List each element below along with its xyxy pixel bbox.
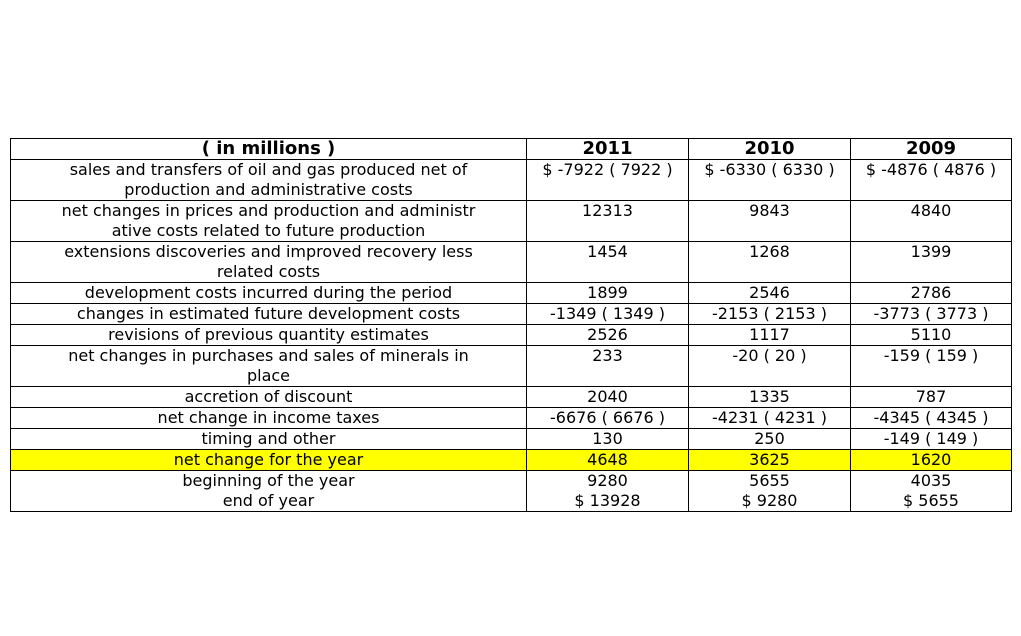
table-row: development costs incurred during the pe… xyxy=(10,282,1012,304)
cell-2011: 2526 xyxy=(526,324,689,346)
table-row: net changes in purchases and sales of mi… xyxy=(10,345,1012,387)
header-row: ( in millions ) 2011 2010 2009 xyxy=(10,138,1012,160)
table-row: extensions discoveries and improved reco… xyxy=(10,241,1012,283)
cell-2009: -159 ( 159 ) xyxy=(850,345,1012,387)
table-row: net changes in prices and production and… xyxy=(10,200,1012,242)
cell-2009: 1399 xyxy=(850,241,1012,283)
cell-2011: -1349 ( 1349 ) xyxy=(526,303,689,325)
cell-2010: 9843 xyxy=(688,200,851,242)
cell-2009: 5110 xyxy=(850,324,1012,346)
cell-2009: -3773 ( 3773 ) xyxy=(850,303,1012,325)
table-row: net change in income taxes -6676 ( 6676 … xyxy=(10,407,1012,429)
cell-2011: 233 xyxy=(526,345,689,387)
cell-2010: 5655 $ 9280 xyxy=(688,470,851,512)
row-label: net changes in purchases and sales of mi… xyxy=(10,345,527,387)
cell-2009: 4035 $ 5655 xyxy=(850,470,1012,512)
cell-2009: 1620 xyxy=(850,449,1012,471)
cell-2010: 1117 xyxy=(688,324,851,346)
cell-2011: 130 xyxy=(526,428,689,450)
table-row: accretion of discount 2040 1335 787 xyxy=(10,386,1012,408)
table-row: timing and other 130 250 -149 ( 149 ) xyxy=(10,428,1012,450)
row-label: beginning of the year end of year xyxy=(10,470,527,512)
row-label: revisions of previous quantity estimates xyxy=(10,324,527,346)
row-label: net change in income taxes xyxy=(10,407,527,429)
table-row: beginning of the year end of year 9280 $… xyxy=(10,470,1012,512)
cell-2010: $ -6330 ( 6330 ) xyxy=(688,159,851,201)
cell-2009: 2786 xyxy=(850,282,1012,304)
table-row: changes in estimated future development … xyxy=(10,303,1012,325)
cell-2011: 1899 xyxy=(526,282,689,304)
cell-2011: -6676 ( 6676 ) xyxy=(526,407,689,429)
cell-2011: 12313 xyxy=(526,200,689,242)
highlighted-row: net change for the year 4648 3625 1620 xyxy=(10,449,1012,471)
row-label: timing and other xyxy=(10,428,527,450)
cell-2010: 3625 xyxy=(688,449,851,471)
cell-2011: 2040 xyxy=(526,386,689,408)
cell-2011: 9280 $ 13928 xyxy=(526,470,689,512)
header-2009: 2009 xyxy=(850,138,1012,160)
row-label: changes in estimated future development … xyxy=(10,303,527,325)
row-label: extensions discoveries and improved reco… xyxy=(10,241,527,283)
cell-2009: -149 ( 149 ) xyxy=(850,428,1012,450)
cell-2009: $ -4876 ( 4876 ) xyxy=(850,159,1012,201)
header-units: ( in millions ) xyxy=(10,138,527,160)
table-row: revisions of previous quantity estimates… xyxy=(10,324,1012,346)
financial-table: ( in millions ) 2011 2010 2009 sales and… xyxy=(10,138,1012,512)
row-label: sales and transfers of oil and gas produ… xyxy=(10,159,527,201)
table-row: sales and transfers of oil and gas produ… xyxy=(10,159,1012,201)
cell-2010: -2153 ( 2153 ) xyxy=(688,303,851,325)
row-label: development costs incurred during the pe… xyxy=(10,282,527,304)
cell-2010: -20 ( 20 ) xyxy=(688,345,851,387)
cell-2010: -4231 ( 4231 ) xyxy=(688,407,851,429)
cell-2010: 1335 xyxy=(688,386,851,408)
cell-2011: 1454 xyxy=(526,241,689,283)
header-2010: 2010 xyxy=(688,138,851,160)
cell-2009: 787 xyxy=(850,386,1012,408)
cell-2010: 250 xyxy=(688,428,851,450)
cell-2010: 2546 xyxy=(688,282,851,304)
cell-2011: $ -7922 ( 7922 ) xyxy=(526,159,689,201)
row-label: net changes in prices and production and… xyxy=(10,200,527,242)
cell-2009: 4840 xyxy=(850,200,1012,242)
cell-2010: 1268 xyxy=(688,241,851,283)
row-label: accretion of discount xyxy=(10,386,527,408)
cell-2011: 4648 xyxy=(526,449,689,471)
row-label: net change for the year xyxy=(10,449,527,471)
cell-2009: -4345 ( 4345 ) xyxy=(850,407,1012,429)
header-2011: 2011 xyxy=(526,138,689,160)
